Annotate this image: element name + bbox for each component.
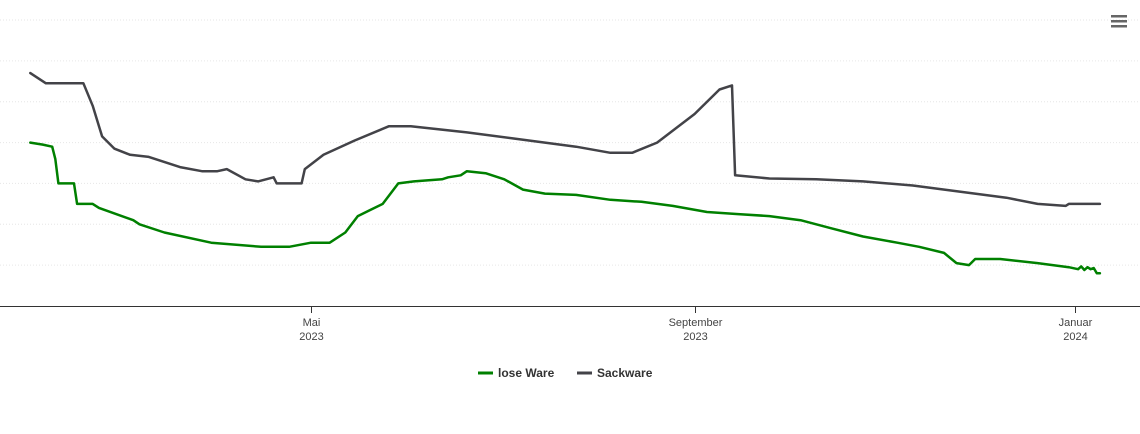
legend-item-sackware[interactable]: Sackware [577,366,653,380]
chart-menu-button[interactable] [1106,8,1132,34]
grid-lines [0,19,1140,266]
series-line-lose-ware[interactable] [29,141,1102,275]
hamburger-menu-icon[interactable] [1111,15,1127,28]
series-line-sackware[interactable] [29,71,1102,208]
legend-label: Sackware [597,366,653,380]
x-tick-label: September [669,317,723,329]
legend: lose Ware Sackware [478,366,653,380]
x-tick-label: Januar [1059,317,1093,329]
x-axis: Mai 2023 September 2023 Januar 2024 [0,306,1140,343]
x-tick-year-label: 2023 [683,331,707,343]
legend-item-lose-ware[interactable]: lose Ware [478,366,555,380]
series-layer [29,71,1102,275]
x-tick-year-label: 2023 [299,331,323,343]
legend-label: lose Ware [498,366,555,380]
x-tick-year-label: 2024 [1063,331,1087,343]
x-tick-label: Mai [303,317,321,329]
